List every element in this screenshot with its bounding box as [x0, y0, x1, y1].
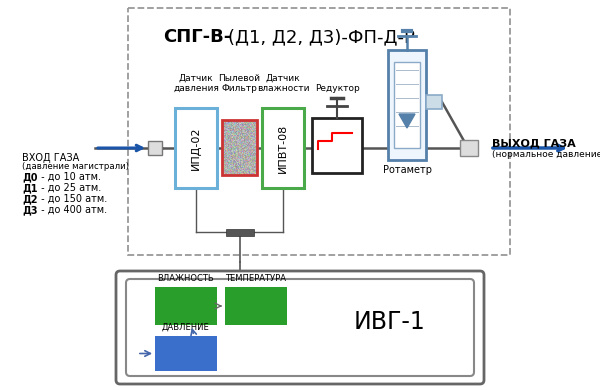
Bar: [225, 287, 287, 325]
Bar: [155, 336, 217, 371]
Bar: [388, 50, 426, 160]
Bar: [175, 108, 217, 188]
Text: ИПД-02: ИПД-02: [191, 126, 201, 170]
Text: (нормальное давление ): (нормальное давление ): [492, 150, 600, 159]
Text: - до 10 атм.: - до 10 атм.: [38, 172, 101, 182]
Text: ВЛАЖНОСТЬ: ВЛАЖНОСТЬ: [158, 274, 214, 283]
Text: (Д1, Д2, Д3)-ФП-Д-Р: (Д1, Д2, Д3)-ФП-Д-Р: [228, 28, 415, 46]
Text: - до 25 атм.: - до 25 атм.: [38, 183, 101, 193]
Text: Д3: Д3: [22, 205, 37, 215]
Text: ДАВЛЕНИЕ: ДАВЛЕНИЕ: [162, 323, 210, 332]
Bar: [426, 95, 442, 109]
Text: Ротаметр: Ротаметр: [383, 165, 431, 175]
Text: Датчик
давления: Датчик давления: [173, 74, 219, 93]
Text: - до 150 атм.: - до 150 атм.: [38, 194, 107, 204]
Text: ВЫХОД ГАЗА: ВЫХОД ГАЗА: [492, 138, 576, 148]
Bar: [460, 140, 478, 156]
Text: Пылевой
Фильтр: Пылевой Фильтр: [218, 74, 260, 93]
Text: Д1: Д1: [22, 183, 37, 193]
Text: Д0: Д0: [22, 172, 37, 182]
Text: ИВГ-1: ИВГ-1: [354, 310, 426, 334]
Bar: [155, 287, 217, 325]
Bar: [148, 141, 162, 155]
Text: СПГ-В-: СПГ-В-: [163, 28, 231, 46]
Bar: [128, 8, 510, 255]
FancyBboxPatch shape: [126, 279, 474, 376]
Bar: [222, 120, 257, 175]
Bar: [226, 229, 254, 236]
Text: ИПВТ-08: ИПВТ-08: [278, 123, 288, 173]
Text: ТЕМПЕРАТУРА: ТЕМПЕРАТУРА: [226, 274, 287, 283]
Bar: [262, 108, 304, 188]
Text: Редуктор: Редуктор: [314, 84, 359, 93]
Text: - до 400 атм.: - до 400 атм.: [38, 205, 107, 215]
Polygon shape: [399, 114, 415, 128]
Text: ВХОД ГАЗА: ВХОД ГАЗА: [22, 153, 79, 163]
Text: (давление магистрали): (давление магистрали): [22, 162, 129, 171]
Bar: [312, 118, 362, 173]
FancyBboxPatch shape: [116, 271, 484, 384]
Text: Д2: Д2: [22, 194, 37, 204]
Bar: [394, 62, 420, 148]
Text: Датчик
влажности: Датчик влажности: [257, 74, 309, 93]
